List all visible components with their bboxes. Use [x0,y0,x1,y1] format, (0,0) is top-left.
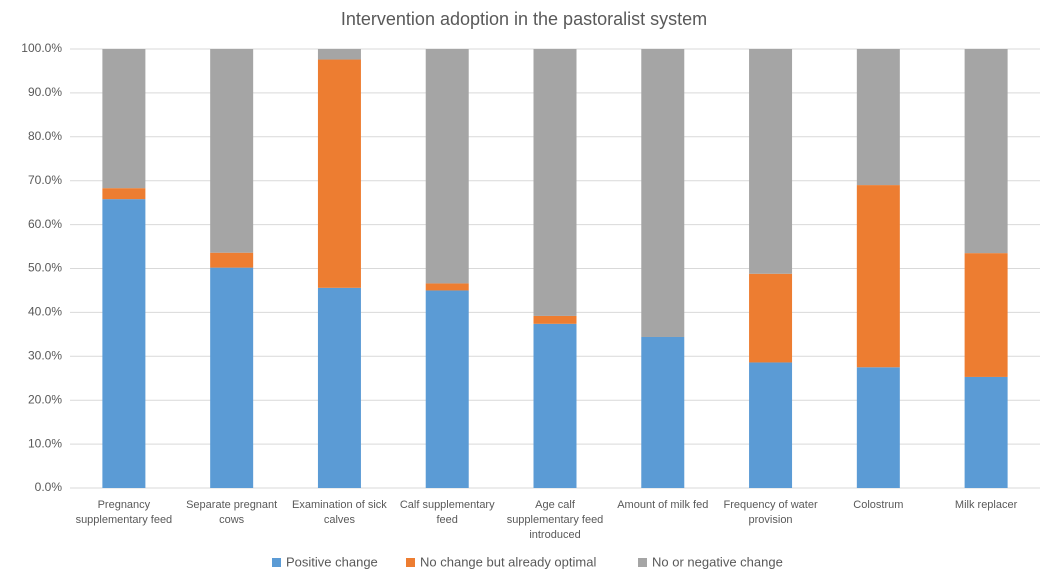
legend-swatch [406,558,415,567]
x-tick-label: Examination of sick calves [292,499,387,526]
bar-segment [102,188,146,200]
y-tick-label: 0.0% [35,480,63,494]
legend-swatch [638,558,647,567]
bar-segment [425,49,469,284]
legend-swatch [272,558,281,567]
x-tick-label: Pregnancy supplementary feed [76,499,173,526]
y-tick-label: 90.0% [28,85,62,99]
bar-segment [964,49,1008,254]
bar-segment [210,49,254,253]
y-tick-label: 50.0% [28,261,62,275]
chart-title: Intervention adoption in the pastoralist… [341,9,707,29]
bar-segment [749,49,793,274]
x-tick-label: Age calf supplementary feed introduced [507,499,604,541]
x-tick-label: Milk replacer [955,499,1018,511]
bar-segment [533,49,577,316]
x-tick-label: Amount of milk fed [617,499,708,511]
bar-segment [533,323,577,488]
bar-segment [856,185,900,368]
bar-segment [210,252,254,268]
bar-segment [317,49,361,60]
x-tick-label: Colostrum [853,499,903,511]
y-tick-label: 40.0% [28,305,62,319]
bar-segment [317,59,361,288]
y-tick-label: 80.0% [28,129,62,143]
bar-segment [641,336,685,488]
legend-label: No change but already optimal [420,554,596,569]
bar-segment [317,287,361,488]
x-tick-label: Calf supplementary feed [400,499,495,526]
y-tick-label: 100.0% [21,41,62,55]
y-tick-label: 20.0% [28,392,62,406]
bar-segment [425,283,469,291]
bar-segment [856,49,900,186]
x-tick-label: Separate pregnant cows [186,499,277,526]
bar-segment [749,273,793,363]
x-tick-label: Frequency of water provision [723,499,817,526]
legend-label: Positive change [286,554,378,569]
y-tick-label: 10.0% [28,436,62,450]
y-tick-label: 60.0% [28,217,62,231]
bar-segment [102,199,146,488]
y-tick-label: 70.0% [28,173,62,187]
legend-label: No or negative change [652,554,783,569]
bar-segment [210,267,254,488]
bar-segment [102,49,146,189]
bar-segment [964,376,1008,488]
bar-segment [856,367,900,488]
bar-segment [964,253,1008,377]
bar-segment [533,315,577,324]
bar-segment [749,362,793,488]
bar-segment [641,49,685,337]
bar-segment [425,290,469,488]
y-tick-label: 30.0% [28,348,62,362]
